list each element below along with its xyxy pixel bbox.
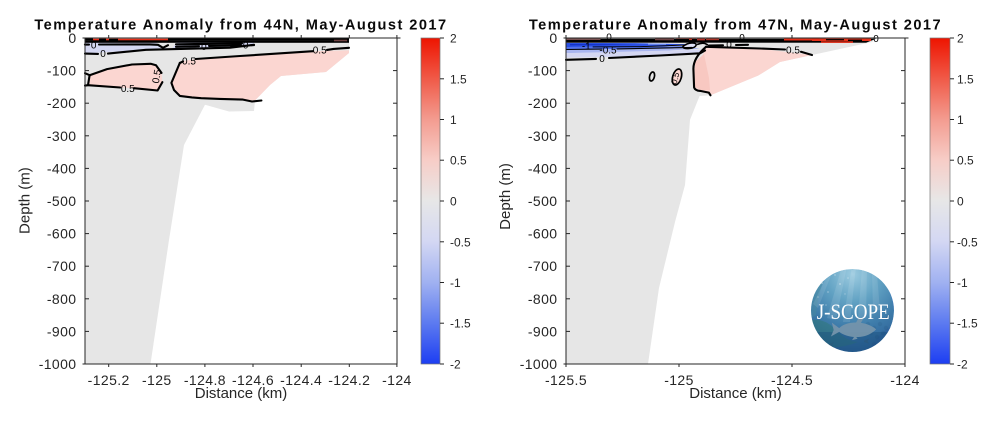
svg-text:-124.6: -124.6	[232, 372, 274, 388]
svg-text:Temperature Anomaly from 44N,: Temperature Anomaly from 44N, May-August…	[34, 18, 447, 34]
svg-text:0.5: 0.5	[121, 84, 135, 95]
svg-text:-124.2: -124.2	[328, 372, 370, 388]
svg-text:0: 0	[549, 30, 557, 46]
svg-text:1.5: 1.5	[450, 72, 467, 86]
svg-text:-0.5: -0.5	[957, 235, 978, 249]
svg-text:-100: -100	[528, 63, 558, 79]
svg-text:Depth (m): Depth (m)	[17, 167, 34, 234]
svg-text:-600: -600	[47, 226, 77, 242]
svg-text:0: 0	[91, 40, 97, 51]
svg-text:0: 0	[201, 42, 207, 53]
svg-text:1: 1	[957, 113, 964, 127]
svg-text:-1.5: -1.5	[450, 317, 471, 331]
svg-text:J-SCOPE: J-SCOPE	[817, 299, 890, 324]
svg-text:0: 0	[450, 195, 457, 209]
svg-text:0.5: 0.5	[786, 45, 800, 56]
svg-text:-1: -1	[450, 276, 461, 290]
svg-text:0: 0	[100, 49, 106, 60]
svg-text:-900: -900	[528, 323, 558, 339]
svg-text:0: 0	[68, 30, 76, 46]
svg-text:-600: -600	[528, 226, 558, 242]
svg-text:0.5: 0.5	[151, 68, 164, 84]
svg-text:Distance (km): Distance (km)	[195, 385, 288, 402]
svg-text:0: 0	[873, 34, 879, 45]
svg-text:-800: -800	[47, 291, 77, 307]
svg-text:0: 0	[726, 40, 732, 51]
svg-text:-0.5: -0.5	[450, 235, 471, 249]
svg-text:-125: -125	[664, 372, 694, 388]
svg-text:-400: -400	[528, 160, 558, 176]
svg-text:0.5: 0.5	[450, 154, 467, 168]
svg-text:-124.5: -124.5	[771, 372, 813, 388]
svg-text:-1.5: -1.5	[957, 317, 978, 331]
svg-text:-200: -200	[47, 95, 77, 111]
svg-text:-125.2: -125.2	[88, 372, 130, 388]
svg-text:-1: -1	[957, 276, 968, 290]
svg-text:Temperature Anomaly from 47N,: Temperature Anomaly from 47N, May-August…	[529, 18, 942, 34]
svg-text:-124: -124	[890, 372, 920, 388]
svg-text:-1000: -1000	[520, 356, 558, 372]
svg-text:-125: -125	[142, 372, 172, 388]
svg-text:2: 2	[450, 32, 457, 46]
svg-text:Distance (km): Distance (km)	[689, 385, 782, 402]
svg-text:-900: -900	[47, 323, 77, 339]
svg-text:0: 0	[243, 40, 249, 51]
svg-text:-124: -124	[382, 372, 412, 388]
svg-text:2: 2	[957, 32, 964, 46]
svg-text:0.5: 0.5	[669, 71, 682, 85]
svg-text:-500: -500	[528, 193, 558, 209]
svg-text:-0.5: -0.5	[599, 46, 617, 57]
svg-text:-400: -400	[47, 160, 77, 176]
svg-text:-300: -300	[528, 128, 558, 144]
svg-text:-700: -700	[47, 258, 77, 274]
svg-text:-300: -300	[47, 128, 77, 144]
svg-text:-1000: -1000	[39, 356, 77, 372]
svg-text:-2: -2	[957, 358, 968, 372]
svg-text:-800: -800	[528, 291, 558, 307]
svg-text:-2: -2	[450, 358, 461, 372]
svg-text:Depth (m): Depth (m)	[497, 163, 514, 230]
svg-text:-700: -700	[528, 258, 558, 274]
svg-text:-124.4: -124.4	[280, 372, 322, 388]
svg-text:0.5: 0.5	[313, 46, 327, 57]
svg-text:-1: -1	[582, 41, 591, 52]
svg-text:-100: -100	[47, 63, 77, 79]
svg-text:0: 0	[957, 195, 964, 209]
svg-text:-125.5: -125.5	[545, 372, 587, 388]
svg-text:0.5: 0.5	[182, 57, 196, 68]
svg-text:-124.8: -124.8	[184, 372, 226, 388]
svg-text:-500: -500	[47, 193, 77, 209]
svg-text:1.5: 1.5	[957, 72, 974, 86]
svg-text:1: 1	[450, 113, 457, 127]
svg-text:-200: -200	[528, 95, 558, 111]
svg-text:0.5: 0.5	[957, 154, 974, 168]
svg-text:0: 0	[599, 54, 605, 65]
